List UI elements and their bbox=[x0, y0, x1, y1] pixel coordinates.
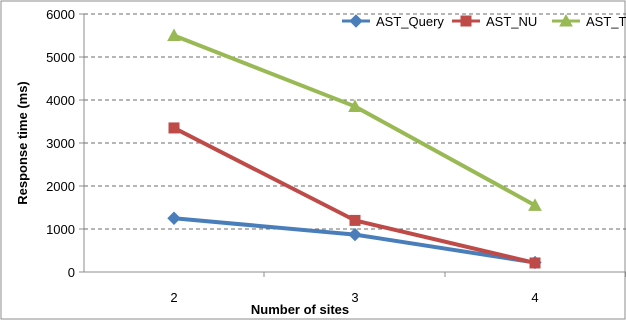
y-axis-title: Response time (ms) bbox=[15, 81, 30, 205]
data-point-ast-query bbox=[348, 227, 362, 242]
legend-marker-ast-nu bbox=[460, 15, 472, 27]
legend: AST_Query AST_NU AST_TU bbox=[342, 13, 626, 29]
x-axis-title: Number of sites bbox=[251, 302, 349, 317]
legend-marker-ast-tu bbox=[559, 13, 573, 27]
x-tick-label: 4 bbox=[531, 290, 538, 305]
x-tick-label: 3 bbox=[351, 290, 358, 305]
data-point-ast-tu bbox=[528, 198, 542, 211]
legend-label-ast-query: AST_Query bbox=[376, 14, 444, 29]
y-tick-label: 0 bbox=[68, 265, 75, 280]
y-tick-label: 1000 bbox=[46, 222, 75, 237]
x-tick-label: 2 bbox=[170, 290, 177, 305]
y-tick-label: 5000 bbox=[46, 50, 75, 65]
y-tick-label: 4000 bbox=[46, 93, 75, 108]
data-point-ast-nu bbox=[168, 122, 180, 134]
data-point-ast-nu bbox=[349, 214, 361, 226]
legend-marker-ast-query bbox=[349, 14, 363, 28]
x-axis-ticks: 2 3 4 bbox=[170, 272, 626, 305]
legend-label-ast-nu: AST_NU bbox=[486, 14, 537, 29]
data-point-ast-query bbox=[167, 211, 181, 225]
legend-label-ast-tu: AST_TU bbox=[586, 14, 626, 29]
data-point-ast-tu bbox=[348, 99, 362, 112]
y-axis-ticks: 0 1000 2000 3000 4000 5000 6000 bbox=[46, 7, 84, 280]
y-tick-label: 3000 bbox=[46, 136, 75, 151]
series-group bbox=[167, 28, 542, 270]
data-point-ast-tu bbox=[167, 28, 181, 41]
y-tick-label: 2000 bbox=[46, 179, 75, 194]
data-point-ast-nu bbox=[529, 257, 541, 269]
gridlines bbox=[84, 13, 626, 230]
y-tick-label: 6000 bbox=[46, 7, 75, 22]
